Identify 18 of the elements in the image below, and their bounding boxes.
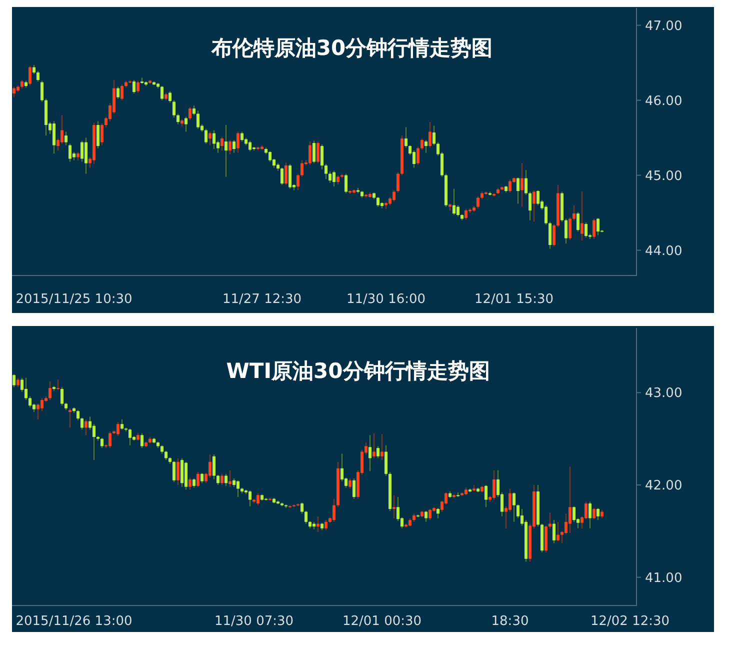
- x-tick-label: 2015/11/25 10:30: [16, 292, 132, 307]
- text: 布伦特原油30分钟行情走势图: [210, 36, 493, 60]
- y-tick-label: 42.00: [645, 478, 682, 494]
- x-tick-label: 11/30 16:00: [346, 292, 426, 307]
- y-tick-label: 47.00: [645, 18, 682, 34]
- x-tick-label: 12/01 15:30: [474, 292, 554, 307]
- y-tick-label: 45.00: [645, 168, 682, 184]
- x-tick-label: 11/30 07:30: [214, 614, 294, 629]
- x-tick-label: 12/02 12:30: [590, 614, 670, 629]
- text: WTI原油30分钟行情走势图: [226, 359, 490, 383]
- y-tick-label: 46.00: [645, 94, 682, 109]
- x-tick-label: 11/27 12:30: [222, 292, 302, 307]
- x-tick-label: 12/01 00:30: [342, 614, 422, 629]
- x-tick-label: 18:30: [491, 614, 529, 629]
- y-tick-label: 44.00: [645, 244, 682, 259]
- y-tick-label: 43.00: [645, 386, 682, 402]
- x-tick-label: 2015/11/26 13:00: [16, 614, 132, 629]
- y-tick-label: 41.00: [645, 570, 682, 586]
